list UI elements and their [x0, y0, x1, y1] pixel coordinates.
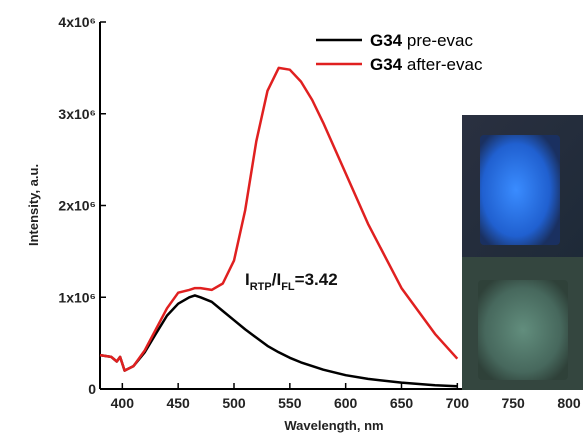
legend-label-bold: G34: [370, 55, 407, 74]
y-tick-label: 3x10⁶: [58, 106, 96, 122]
y-tick-label: 4x10⁶: [58, 14, 96, 30]
x-tick-label: 700: [446, 395, 470, 411]
x-tick-label: 400: [111, 395, 135, 411]
y-axis-label: Intensity, a.u.: [26, 164, 41, 246]
annotation-sub: RTP: [250, 281, 272, 293]
x-tick-label: 550: [278, 395, 302, 411]
series-line: [99, 294, 458, 388]
annotation-sub: FL: [281, 281, 295, 293]
x-tick-label: 650: [390, 395, 414, 411]
annotation: IRTP/IFL=3.42: [245, 270, 338, 293]
x-tick-label: 800: [557, 395, 581, 411]
x-tick-label: 750: [501, 395, 525, 411]
x-tick-label: 500: [222, 395, 246, 411]
annotation-part: =3.42: [295, 270, 338, 289]
x-tick-label: 450: [166, 395, 190, 411]
x-axis-label: Wavelength, nm: [284, 418, 383, 433]
legend-label: G34 after-evac: [370, 55, 483, 74]
annotation-part: I: [245, 270, 250, 289]
inset-photo: [462, 115, 583, 390]
x-tick-label: 600: [334, 395, 358, 411]
annotation-part: /I: [272, 270, 281, 289]
legend-label-rest: after-evac: [407, 55, 483, 74]
legend-label-bold: G34: [370, 31, 407, 50]
y-tick-label: 2x10⁶: [58, 198, 96, 214]
y-tick-label: 0: [88, 381, 96, 397]
legend-label-rest: pre-evac: [407, 31, 474, 50]
y-tick-label: 1x10⁶: [58, 289, 96, 305]
series-line: [99, 66, 459, 372]
legend-label: G34 pre-evac: [370, 31, 474, 50]
